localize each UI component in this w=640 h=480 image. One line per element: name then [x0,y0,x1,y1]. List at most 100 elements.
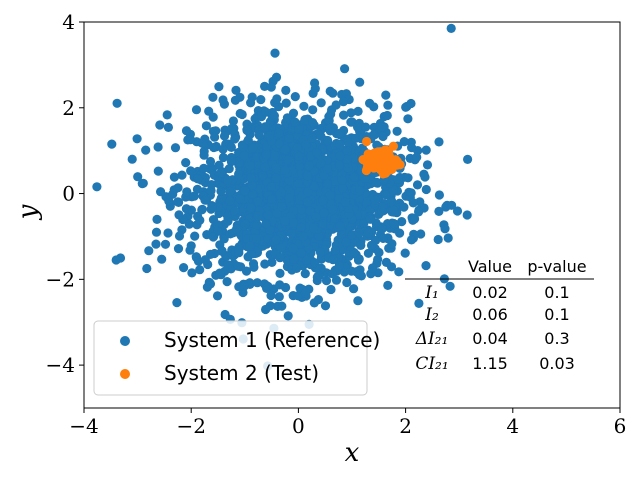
reference-point [246,98,256,108]
reference-point [266,182,276,192]
reference-point [107,139,117,149]
reference-point [320,301,331,311]
reference-point [355,77,365,87]
reference-point [388,204,398,214]
reference-point [263,281,273,291]
reference-point [274,292,284,302]
reference-point [195,215,205,225]
reference-point [452,206,463,216]
reference-point [309,181,319,191]
reference-point [312,148,322,158]
reference-point [365,214,375,224]
reference-point [267,194,277,204]
reference-point [434,137,444,147]
table-cell-value: 1.15 [472,354,508,373]
reference-point [241,266,252,276]
reference-point [342,146,352,156]
reference-point [299,101,309,111]
test-point [365,154,375,165]
reference-point [219,131,230,141]
reference-point [190,231,200,241]
test-point [362,136,372,147]
reference-point [132,134,142,144]
reference-point [383,100,393,110]
reference-point [288,243,298,253]
reference-point [249,262,259,272]
reference-point [271,235,281,245]
reference-point [337,175,347,185]
stats-table: Value p-value I₁ 0.02 0.1 I₂ 0.06 0.1 ΔI… [405,257,594,374]
reference-point [296,204,307,215]
reference-point [240,186,250,196]
reference-point [226,142,236,152]
reference-point [338,183,348,193]
reference-point [326,284,336,295]
reference-point [302,171,312,181]
reference-point [199,163,209,173]
reference-point [281,98,291,108]
reference-point [392,126,402,136]
reference-point [169,172,179,182]
reference-point [309,223,319,233]
reference-point [298,231,308,242]
reference-point [253,211,263,221]
reference-point [173,244,184,254]
reference-point [261,149,271,160]
reference-point [219,234,229,244]
reference-point [443,233,453,243]
reference-point [433,234,443,245]
reference-point [234,158,244,168]
reference-point [272,94,282,104]
reference-point [168,189,178,199]
reference-point [216,168,226,178]
reference-point [328,255,338,265]
plot-frame [83,21,621,409]
reference-point [252,152,262,162]
x-tick-label: −4 [69,414,98,438]
y-tick-label: 0 [62,182,75,206]
reference-point [275,280,285,290]
reference-point [151,239,161,249]
reference-point [315,247,326,257]
legend-marker-reference [120,336,130,346]
table-cell-value: 0.04 [472,329,508,348]
reference-point [226,156,237,166]
reference-point [189,191,199,201]
reference-point [325,190,335,201]
reference-point [243,135,253,145]
reference-point [270,151,280,161]
reference-point [205,156,216,167]
reference-point [318,195,328,206]
reference-point [271,162,281,173]
reference-point [173,183,183,193]
reference-point [414,298,424,308]
reference-point [377,122,387,132]
reference-point [293,291,303,301]
reference-point [177,170,187,180]
reference-point [293,179,303,189]
reference-point [210,132,220,142]
reference-point [355,186,365,196]
reference-point [394,267,404,277]
reference-point [416,229,426,239]
reference-point [228,116,238,126]
reference-point [205,279,216,289]
reference-point [335,128,345,138]
reference-point [301,139,311,150]
reference-point [325,123,335,133]
reference-point [406,188,416,198]
reference-point [216,186,226,196]
y-tick-label: 2 [62,96,75,120]
x-tick-label: −2 [176,414,205,438]
reference-point [275,268,285,278]
reference-point [276,187,286,197]
reference-point [354,270,364,280]
table-header-pvalue: p-value [527,257,586,276]
reference-point [201,121,211,131]
reference-point [218,152,228,163]
reference-point [463,154,473,164]
reference-point [141,145,151,155]
reference-point [170,143,181,153]
reference-point [290,117,300,127]
reference-point [260,81,270,91]
